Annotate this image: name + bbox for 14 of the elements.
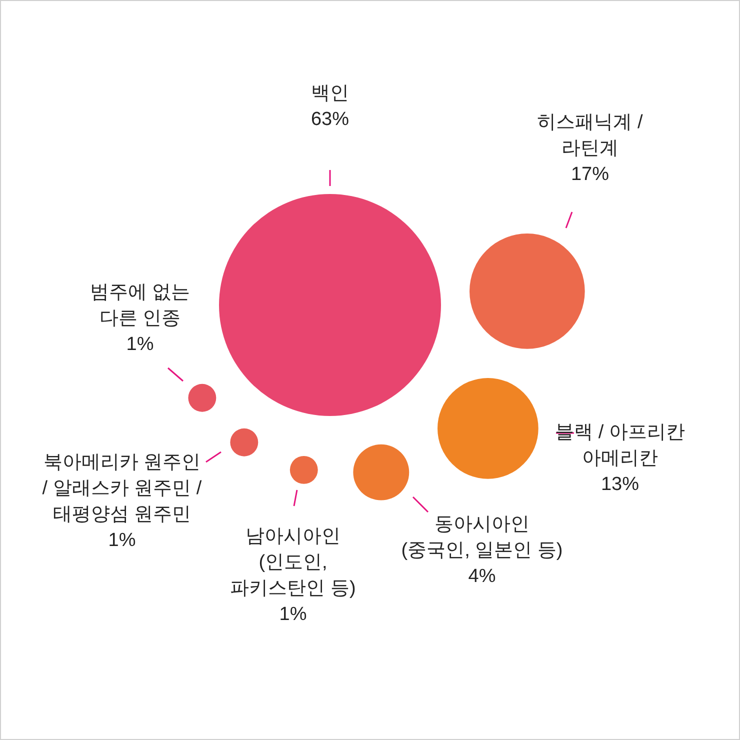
data-label: 17% [570,164,610,185]
category-label: 히스패닉계 / 라틴계 [537,112,644,159]
data-label: 4% [468,566,496,587]
data-label: 1% [126,334,154,355]
category-label: 동아시아인 (중국인, 일본인 등) [401,514,563,561]
category-label: 블랙 / 아프리칸 아메리칸 [555,422,685,469]
category-label: 북아메리카 원주인 / 알래스카 원주민 / 태평양섬 원주민 [42,452,202,525]
data-label: 63% [310,109,350,130]
data-label: 13% [600,474,640,495]
category-label: 범주에 없는 다른 인종 [90,282,190,329]
data-label: 1% [279,604,307,625]
category-label: 남아시아인 (인도인, 파키스탄인 등) [230,526,356,599]
data-label: 1% [108,530,136,551]
category-label: 백인 [311,83,349,104]
